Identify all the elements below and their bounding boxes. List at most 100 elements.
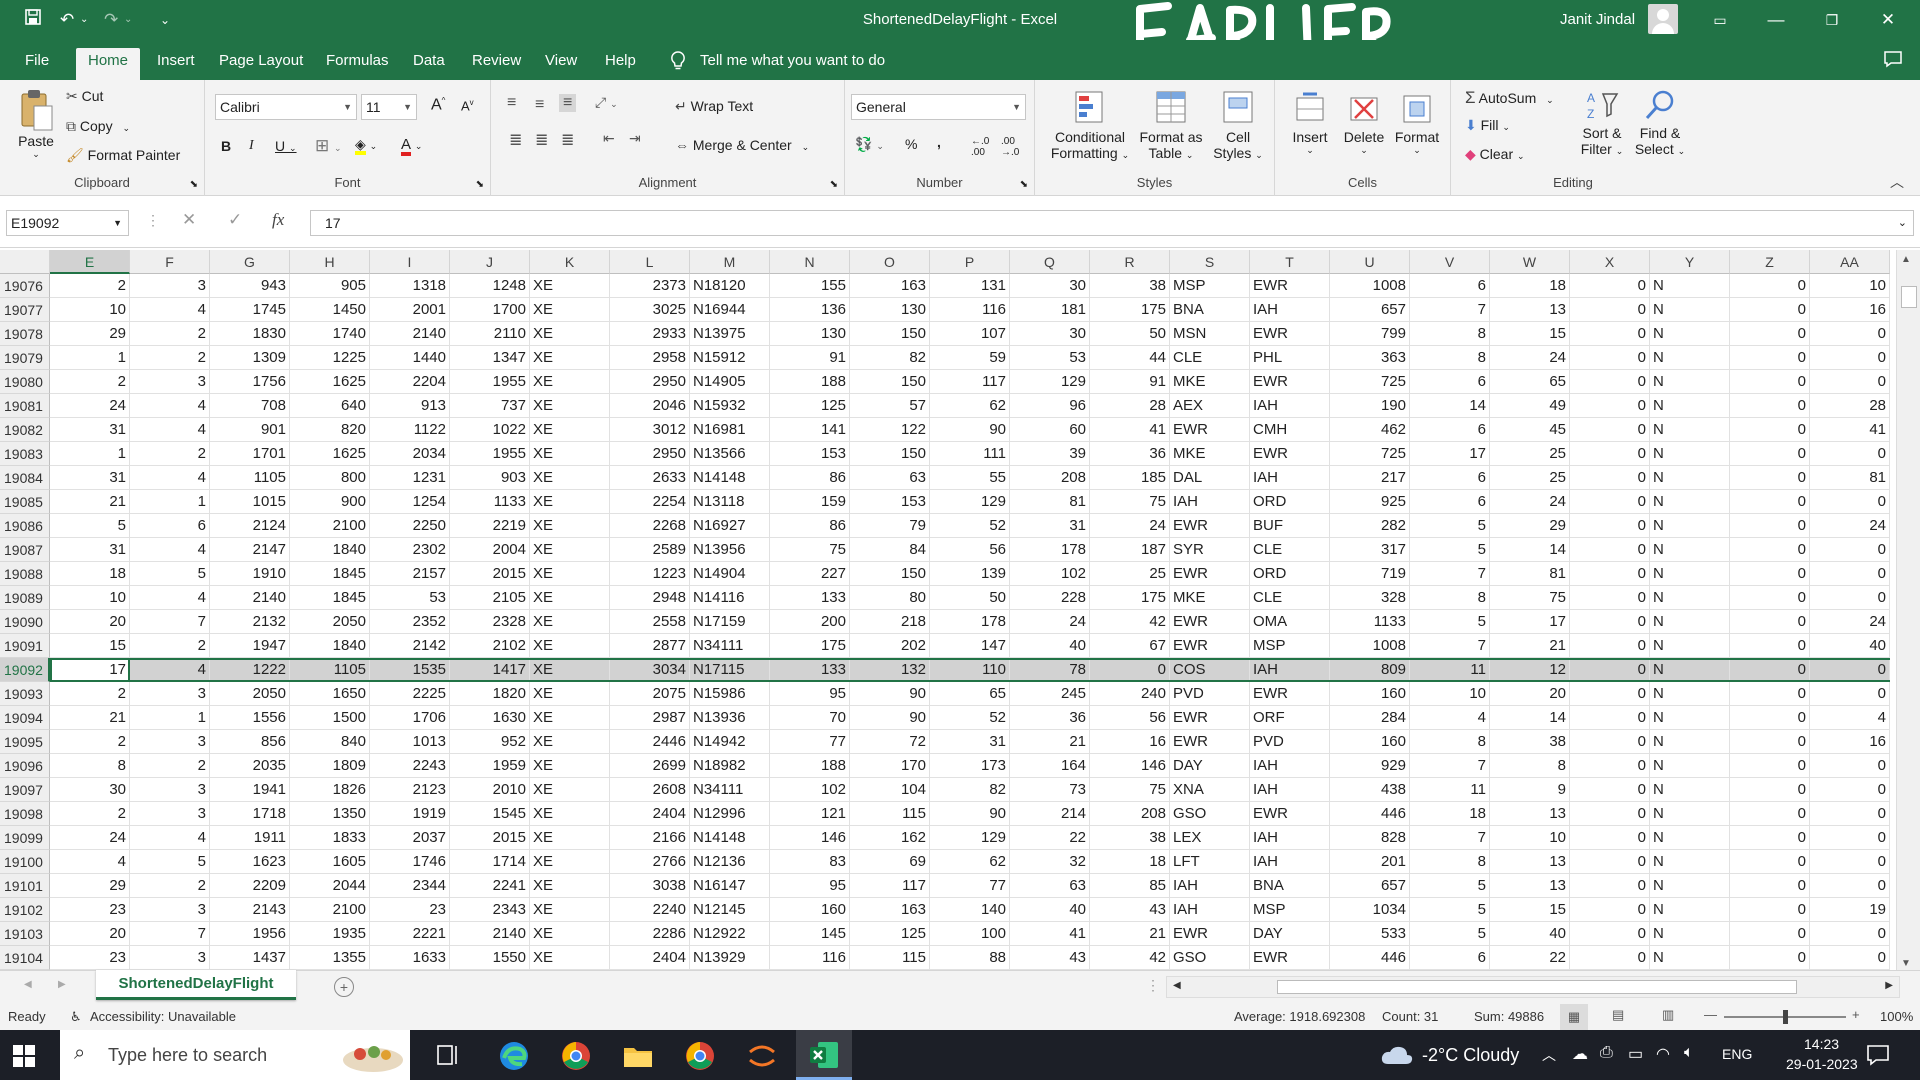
cell-w-19099[interactable]: 10: [1490, 826, 1570, 850]
cell-e-19103[interactable]: 20: [50, 922, 130, 946]
excel-taskbar-button[interactable]: [796, 1030, 852, 1080]
cell-g-19083[interactable]: 1701: [210, 442, 290, 466]
sheet-tab-active[interactable]: ShortenedDelayFlight: [96, 970, 296, 1000]
cell-e-19089[interactable]: 10: [50, 586, 130, 610]
cell-j-19094[interactable]: 1630: [450, 706, 530, 730]
cell-aa-19082[interactable]: 41: [1810, 418, 1890, 442]
prev-sheet-icon[interactable]: ◀: [24, 979, 32, 990]
show-hidden-icons-icon[interactable]: ︿: [1542, 1047, 1556, 1063]
cell-h-19094[interactable]: 1500: [290, 706, 370, 730]
cell-o-19094[interactable]: 90: [850, 706, 930, 730]
cell-j-19077[interactable]: 1700: [450, 298, 530, 322]
cell-y-19100[interactable]: N: [1650, 850, 1730, 874]
cell-q-19095[interactable]: 21: [1010, 730, 1090, 754]
cell-u-19099[interactable]: 828: [1330, 826, 1410, 850]
cell-w-19093[interactable]: 20: [1490, 682, 1570, 706]
cell-v-19079[interactable]: 8: [1410, 346, 1490, 370]
cell-m-19099[interactable]: N14148: [690, 826, 770, 850]
cell-aa-19099[interactable]: 0: [1810, 826, 1890, 850]
cell-h-19095[interactable]: 840: [290, 730, 370, 754]
cell-m-19098[interactable]: N12996: [690, 802, 770, 826]
cell-s-19102[interactable]: IAH: [1170, 898, 1250, 922]
font-size-select[interactable]: 11 ▼: [361, 94, 417, 120]
cell-w-19097[interactable]: 9: [1490, 778, 1570, 802]
column-header-n[interactable]: N: [770, 250, 850, 274]
cell-j-19085[interactable]: 1133: [450, 490, 530, 514]
cell-i-19088[interactable]: 2157: [370, 562, 450, 586]
copy-button[interactable]: ⧉ Copy ⌄: [66, 118, 131, 134]
cell-g-19089[interactable]: 2140: [210, 586, 290, 610]
cell-p-19087[interactable]: 56: [930, 538, 1010, 562]
cell-l-19085[interactable]: 2254: [610, 490, 690, 514]
cell-v-19101[interactable]: 5: [1410, 874, 1490, 898]
cell-w-19082[interactable]: 45: [1490, 418, 1570, 442]
cell-l-19077[interactable]: 3025: [610, 298, 690, 322]
cell-n-19103[interactable]: 145: [770, 922, 850, 946]
cell-o-19095[interactable]: 72: [850, 730, 930, 754]
cell-x-19076[interactable]: 0: [1570, 274, 1650, 298]
cell-q-19092[interactable]: 78: [1010, 658, 1090, 682]
cell-i-19076[interactable]: 1318: [370, 274, 450, 298]
customize-qat-icon[interactable]: ⌄: [160, 13, 171, 27]
cell-w-19077[interactable]: 13: [1490, 298, 1570, 322]
cell-r-19098[interactable]: 208: [1090, 802, 1170, 826]
cell-n-19089[interactable]: 133: [770, 586, 850, 610]
cell-i-19095[interactable]: 1013: [370, 730, 450, 754]
cell-s-19080[interactable]: MKE: [1170, 370, 1250, 394]
cell-y-19104[interactable]: N: [1650, 946, 1730, 970]
cell-i-19081[interactable]: 913: [370, 394, 450, 418]
cell-n-19104[interactable]: 116: [770, 946, 850, 970]
horizontal-scrollbar[interactable]: ◀ ▶: [1166, 976, 1900, 998]
cell-v-19085[interactable]: 6: [1410, 490, 1490, 514]
cell-q-19102[interactable]: 40: [1010, 898, 1090, 922]
cell-n-19091[interactable]: 175: [770, 634, 850, 658]
cell-x-19088[interactable]: 0: [1570, 562, 1650, 586]
decrease-font-icon[interactable]: Av: [461, 98, 474, 114]
cell-g-19104[interactable]: 1437: [210, 946, 290, 970]
cell-aa-19091[interactable]: 40: [1810, 634, 1890, 658]
row-header[interactable]: 19100: [0, 850, 50, 874]
cell-s-19101[interactable]: IAH: [1170, 874, 1250, 898]
cell-h-19103[interactable]: 1935: [290, 922, 370, 946]
cell-aa-19096[interactable]: 0: [1810, 754, 1890, 778]
cell-j-19101[interactable]: 2241: [450, 874, 530, 898]
cell-n-19078[interactable]: 130: [770, 322, 850, 346]
cell-h-19092[interactable]: 1105: [290, 658, 370, 682]
row-header[interactable]: 19088: [0, 562, 50, 586]
cell-r-19101[interactable]: 85: [1090, 874, 1170, 898]
cell-h-19096[interactable]: 1809: [290, 754, 370, 778]
cell-aa-19103[interactable]: 0: [1810, 922, 1890, 946]
cell-v-19097[interactable]: 11: [1410, 778, 1490, 802]
cell-n-19095[interactable]: 77: [770, 730, 850, 754]
cell-n-19083[interactable]: 153: [770, 442, 850, 466]
cell-o-19101[interactable]: 117: [850, 874, 930, 898]
cell-h-19085[interactable]: 900: [290, 490, 370, 514]
cell-x-19096[interactable]: 0: [1570, 754, 1650, 778]
cell-v-19103[interactable]: 5: [1410, 922, 1490, 946]
cell-l-19083[interactable]: 2950: [610, 442, 690, 466]
fill-color-button[interactable]: ◈ ⌄: [355, 136, 377, 155]
cell-k-19093[interactable]: XE: [530, 682, 610, 706]
cell-z-19086[interactable]: 0: [1730, 514, 1810, 538]
cell-f-19094[interactable]: 1: [130, 706, 210, 730]
cell-f-19081[interactable]: 4: [130, 394, 210, 418]
cell-t-19099[interactable]: IAH: [1250, 826, 1330, 850]
cell-v-19102[interactable]: 5: [1410, 898, 1490, 922]
cell-g-19088[interactable]: 1910: [210, 562, 290, 586]
cell-t-19082[interactable]: CMH: [1250, 418, 1330, 442]
cell-j-19095[interactable]: 952: [450, 730, 530, 754]
cell-t-19097[interactable]: IAH: [1250, 778, 1330, 802]
cell-r-19090[interactable]: 42: [1090, 610, 1170, 634]
row-header[interactable]: 19098: [0, 802, 50, 826]
cell-g-19092[interactable]: 1222: [210, 658, 290, 682]
cell-k-19081[interactable]: XE: [530, 394, 610, 418]
cell-z-19088[interactable]: 0: [1730, 562, 1810, 586]
cell-n-19090[interactable]: 200: [770, 610, 850, 634]
cell-r-19082[interactable]: 41: [1090, 418, 1170, 442]
cell-u-19084[interactable]: 217: [1330, 466, 1410, 490]
cell-p-19093[interactable]: 65: [930, 682, 1010, 706]
cell-o-19089[interactable]: 80: [850, 586, 930, 610]
cell-m-19082[interactable]: N16981: [690, 418, 770, 442]
cell-p-19097[interactable]: 82: [930, 778, 1010, 802]
cell-q-19078[interactable]: 30: [1010, 322, 1090, 346]
